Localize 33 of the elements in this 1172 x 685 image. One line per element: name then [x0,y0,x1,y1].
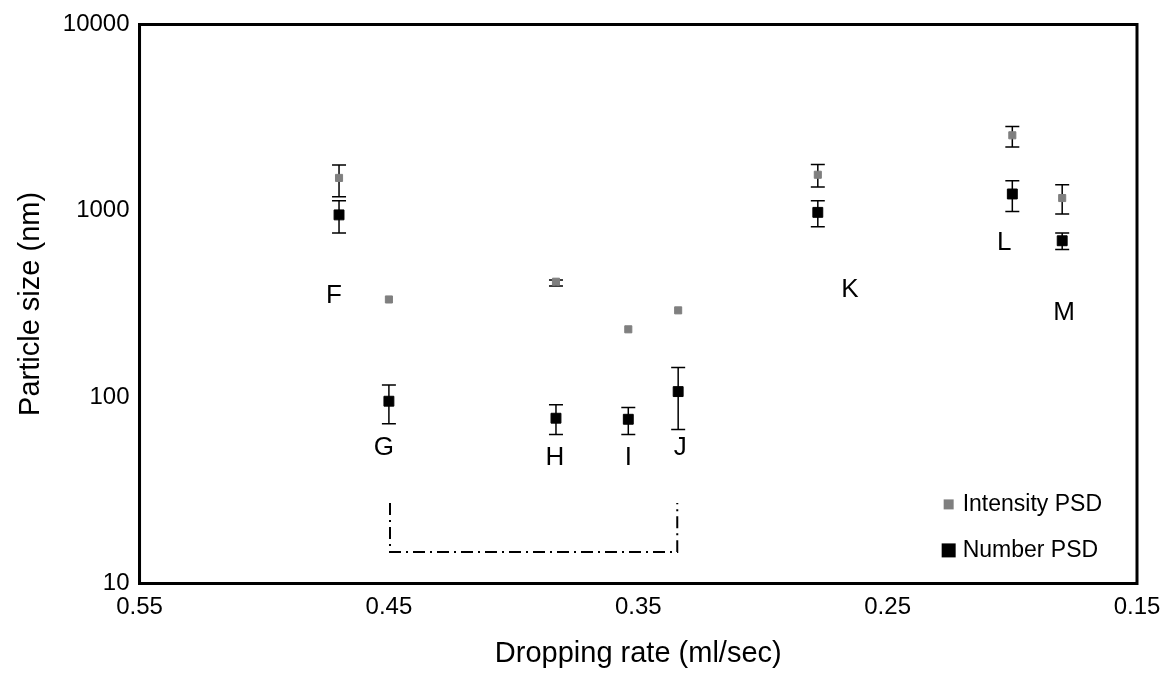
x-axis-title: Dropping rate (ml/sec) [494,635,782,668]
x-tick-label: 0.25 [864,592,911,620]
x-tick-label: 0.35 [614,592,662,620]
y-tick-label: 10000 [62,9,130,37]
annotation: F [326,279,342,310]
point [622,413,634,425]
y-tick-label: 100 [89,381,130,409]
point [383,395,395,407]
y-axis-title: Particle size (nm) [13,191,46,416]
annotation: I [624,441,632,472]
point [384,295,393,304]
point [550,412,562,424]
annotation: K [841,272,860,303]
annotation: J [673,430,687,461]
point [335,173,344,182]
annotation: H [545,441,565,472]
x-tick-label: 0.45 [365,592,413,620]
point [812,206,824,218]
annotation: L [997,226,1012,257]
point [624,325,633,334]
point [674,306,683,315]
legend-label: Intensity PSD [962,489,1103,516]
annotation: G [373,431,395,462]
x-tick-label: 0.15 [1113,592,1161,620]
point [672,386,684,398]
y-tick-label: 1000 [76,195,130,223]
legend-label: Number PSD [962,535,1099,562]
annotation: M [1053,295,1076,326]
point [333,209,345,221]
point [1008,131,1017,140]
point [813,170,822,179]
point [1006,188,1018,200]
point [1058,193,1067,203]
